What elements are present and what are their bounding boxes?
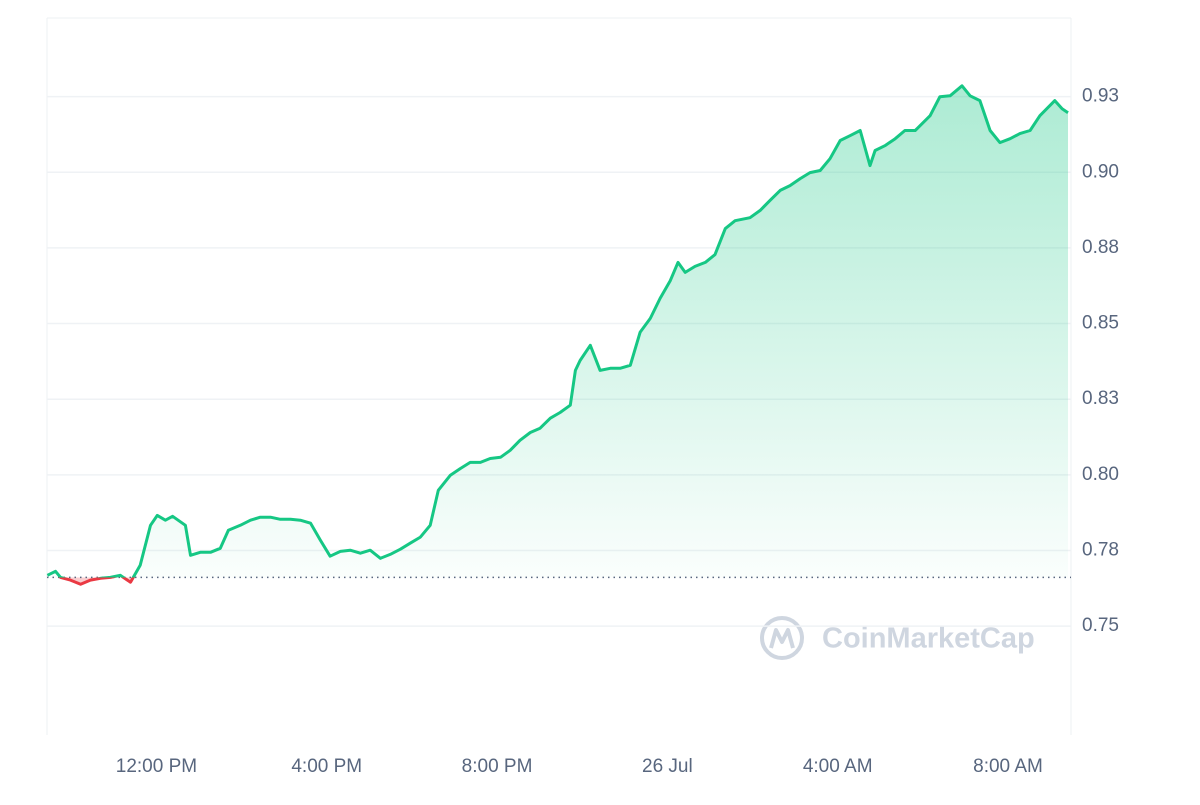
y-tick-label: 0.88 <box>1082 237 1119 258</box>
y-tick-label: 0.80 <box>1082 464 1119 485</box>
x-tick-label: 12:00 PM <box>116 756 197 777</box>
y-tick-label: 0.75 <box>1082 615 1119 636</box>
y-tick-label: 0.93 <box>1082 86 1119 107</box>
x-tick-label: 8:00 PM <box>462 756 533 777</box>
y-tick-label: 0.85 <box>1082 313 1119 334</box>
price-line <box>46 84 1069 586</box>
y-tick-label: 0.90 <box>1082 161 1119 182</box>
x-tick-label: 26 Jul <box>642 756 693 777</box>
y-tick-label: 0.78 <box>1082 539 1119 560</box>
watermark: CoinMarketCap <box>822 623 1035 655</box>
y-tick-label: 0.83 <box>1082 388 1119 409</box>
price-area <box>47 85 1068 585</box>
x-tick-label: 4:00 AM <box>803 756 873 777</box>
x-tick-label: 8:00 AM <box>973 756 1043 777</box>
x-tick-label: 4:00 PM <box>291 756 362 777</box>
watermark-logo <box>760 616 804 660</box>
